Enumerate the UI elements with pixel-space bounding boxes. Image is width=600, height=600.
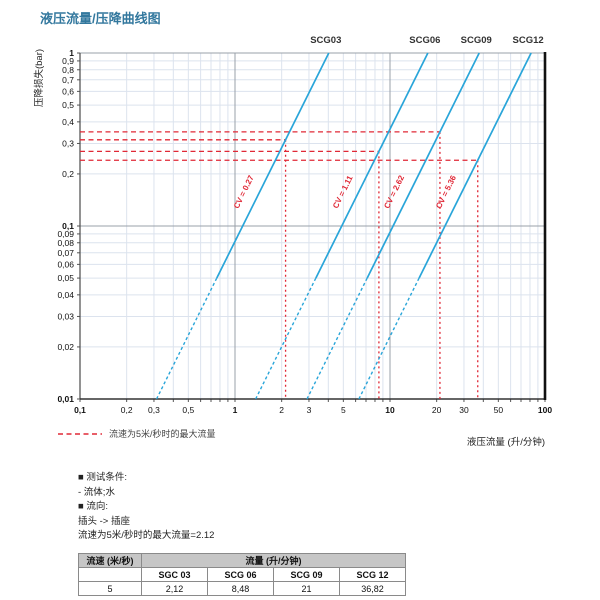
table-row: 5 2,12 8,48 21 36,82 [78,581,406,596]
y-tick-label: 0,2 [62,169,74,179]
note-line: 流速为5米/秒时的最大流量=2.12 [78,530,215,541]
y-tick-label: 1 [69,48,74,58]
y-tick-label: 0,9 [62,56,74,66]
legend-dash-sample [58,432,102,435]
x-tick-label: 2 [279,405,284,415]
table-model-row: SGC 03 SCG 06 SCG 09 SCG 12 [78,567,406,582]
x-tick-label: 0,3 [148,405,160,415]
series-label: SCG09 [461,35,492,46]
cv-curve [418,52,532,279]
series-label: SCG12 [513,35,544,46]
table-col1-header: 流速 (米/秒) [78,553,142,568]
y-tick-label: 0,09 [57,229,74,239]
test-conditions-notes: ■ 测试条件: - 流体;水 ■ 流向: 插头 -> 插座 流速为5米/秒时的最… [78,471,214,544]
table-group-header: 流量 (升/分钟) [141,553,406,568]
y-tick-label: 0,05 [57,273,74,283]
note-line: 插头 -> 插座 [78,515,130,527]
cv-curve-label: CV = 5.36 [434,173,458,210]
table-empty-cell [78,567,142,582]
cv-curve-dashed [358,277,420,400]
speed-value: 5 [78,581,142,596]
y-tick-label: 0,1 [62,221,74,231]
note-line: - 流体;水 [78,486,115,498]
flow-value: 2,12 [141,581,208,596]
cv-curve-dashed [306,277,368,400]
x-tick-label: 0,5 [182,405,194,415]
table-model-header: SGC 03 [141,567,208,582]
y-tick-label: 0,04 [57,290,74,300]
flow-value: 8,48 [207,581,274,596]
flow-value: 36,82 [339,581,406,596]
x-tick-label: 100 [538,405,552,415]
x-tick-label: 5 [341,405,346,415]
flow-value: 21 [273,581,340,596]
cv-curve [315,52,429,279]
cv-curve-label: CV = 2.62 [382,173,406,210]
y-tick-label: 0,07 [57,248,74,258]
y-tick-label: 0,7 [62,75,74,85]
table-model-header: SCG 06 [207,567,274,582]
x-tick-label: 0,1 [74,405,86,415]
series-label: SCG06 [409,35,440,46]
cv-curve-dashed [255,277,317,400]
y-tick-label: 0,4 [62,117,74,127]
legend-label: 流速为5米/秒时的最大流量 [109,429,216,439]
y-tick-label: 0,01 [57,394,74,404]
y-axis-title: 压降损失(bar) [34,48,45,108]
y-tick-label: 0,5 [62,100,74,110]
legend: 流速为5米/秒时的最大流量 [58,427,216,440]
table-header-row: 流速 (米/秒) 流量 (升/分钟) [78,553,406,568]
x-tick-label: 1 [233,405,238,415]
cv-curve [366,52,480,279]
series-label: SCG03 [310,35,341,46]
table-model-header: SCG 12 [339,567,406,582]
y-tick-label: 0,02 [57,342,74,352]
cv-curve-label: CV = 0.27 [232,173,256,210]
x-tick-label: 30 [459,405,469,415]
page-title: 液压流量/压降曲线图 [40,11,161,26]
y-tick-label: 0,8 [62,65,74,75]
y-tick-label: 0,08 [57,238,74,248]
x-tick-label: 20 [432,405,442,415]
cv-curve-dashed [155,277,218,400]
x-tick-label: 50 [494,405,504,415]
y-tick-label: 0,06 [57,259,74,269]
x-tick-label: 3 [307,405,312,415]
y-tick-label: 0,03 [57,311,74,321]
cv-curve [215,52,330,279]
x-tick-label: 10 [385,405,395,415]
table-model-header: SCG 09 [273,567,340,582]
y-tick-label: 0,6 [62,86,74,96]
x-axis-title: 液压流量 (升/分钟) [466,437,545,448]
y-tick-label: 0,3 [62,138,74,148]
note-line: ■ 流向: [78,501,109,512]
x-tick-label: 0,2 [121,405,133,415]
flow-pressure-chart: 0,1 0,2 0,3 0,5 1 2 3 5 10 20 30 50 10010,90,80,70,6… [57,35,552,415]
note-line: ■ 测试条件: [78,472,128,483]
max-flow-table: 流速 (米/秒) 流量 (升/分钟) SGC 03 SCG 06 SCG 09 … [78,553,406,596]
